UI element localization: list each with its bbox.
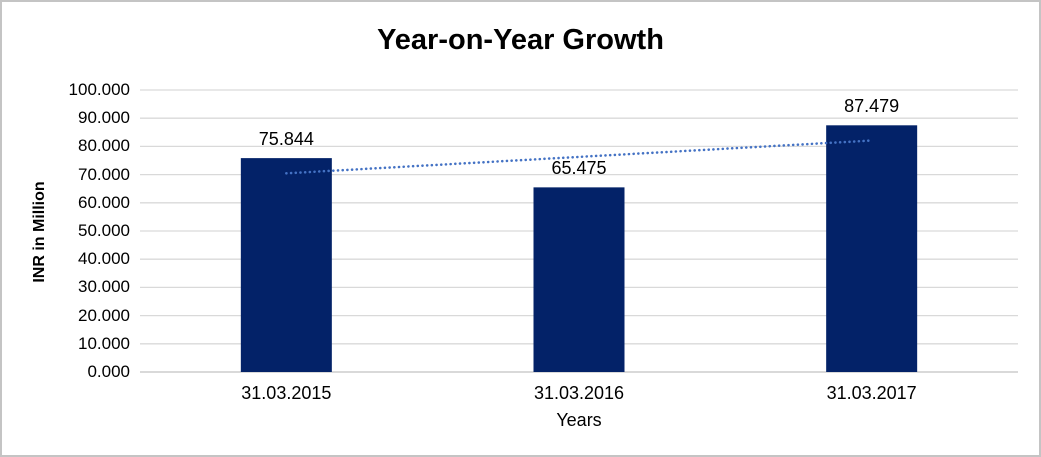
- y-tick-label: 70.000: [78, 164, 130, 184]
- bar: [826, 125, 918, 372]
- y-tick-label: 80.000: [78, 136, 130, 156]
- trendline: [285, 139, 873, 175]
- bar-value-label: 65.475: [551, 158, 607, 179]
- x-tick-label: 31.03.2016: [533, 383, 625, 403]
- y-tick-label: 90.000: [78, 108, 130, 128]
- y-tick-label: 60.000: [78, 192, 130, 212]
- x-axis-title: Years: [556, 410, 602, 430]
- y-tick-label: 100.000: [68, 80, 130, 99]
- bar: [240, 158, 332, 372]
- y-tick-label: 40.000: [78, 249, 130, 269]
- y-tick-label: 10.000: [78, 333, 130, 353]
- y-tick-label: 50.000: [78, 221, 130, 240]
- bar-value-label: 75.844: [258, 129, 314, 150]
- bar: [533, 187, 625, 372]
- y-tick-label: 20.000: [78, 305, 130, 325]
- x-tick-label: 31.03.2017: [826, 383, 917, 403]
- x-tick-label: 31.03.2015: [241, 383, 332, 403]
- y-tick-label: 30.000: [78, 277, 130, 297]
- bar-value-label: 87.479: [844, 96, 900, 117]
- y-tick-label: 0.000: [87, 362, 130, 381]
- chart-title: Year-on-Year Growth: [377, 24, 664, 56]
